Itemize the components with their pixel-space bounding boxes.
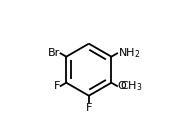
Text: F: F — [54, 81, 60, 91]
Text: O: O — [117, 81, 126, 91]
Text: NH$_2$: NH$_2$ — [118, 47, 140, 60]
Text: Br: Br — [48, 48, 60, 58]
Text: CH$_3$: CH$_3$ — [120, 79, 142, 93]
Text: F: F — [86, 103, 92, 113]
